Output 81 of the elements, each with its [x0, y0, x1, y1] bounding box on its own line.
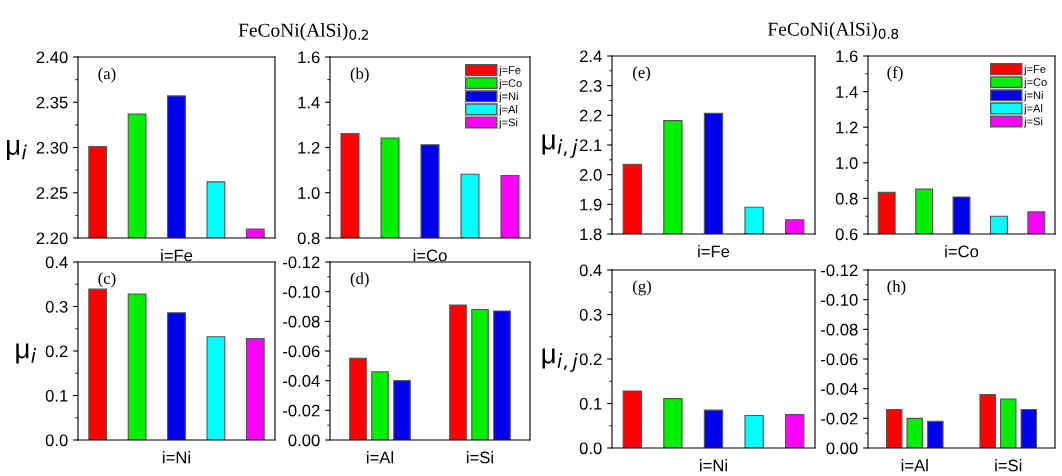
y-tick-label: 0.00: [288, 434, 320, 447]
x-tick-label: i=Ni: [700, 459, 727, 472]
y-tick-label: -0.10: [821, 294, 858, 306]
x-tick-label: i=Al: [366, 451, 394, 464]
y-tick-label: -0.04: [283, 375, 320, 387]
y-tick-label: 2.25: [36, 187, 68, 199]
legend-label: j=Al: [1023, 104, 1043, 115]
y-tick-label: 2.20: [36, 232, 68, 245]
y-tick-label: -0.02: [821, 412, 858, 425]
y-tick-label: 1.0: [298, 187, 320, 199]
y-tick-label: -0.04: [821, 383, 858, 395]
annotation: (e): [633, 66, 651, 82]
legend-label: j=Co: [1023, 77, 1047, 89]
y-tick-label: 0.3: [45, 300, 68, 313]
y-tick-label: 0.0: [45, 434, 68, 447]
y-tick-label: 0.4: [45, 256, 68, 269]
y-tick-label: 2.1: [579, 139, 602, 152]
y-tick-label: 2.2: [579, 109, 602, 122]
y-tick-label: -0.02: [283, 404, 320, 417]
y-tick-label: 2.4: [579, 50, 602, 63]
legend-label: j=Al: [498, 105, 518, 116]
y-tick-label: -0.08: [821, 323, 858, 336]
y-axis-title: μ$_{i}$: [7, 139, 27, 160]
y-tick-label: 1.6: [836, 50, 858, 63]
y-tick-label: 0.6: [835, 228, 858, 241]
y-tick-label: 2.35: [36, 96, 68, 109]
chart-title: FeCoNi(AlSi)$_{0.8}$: [767, 22, 899, 40]
annotation: (b): [350, 67, 369, 83]
legend-label: j=Ni: [1023, 91, 1043, 102]
y-tick-label: 2.0: [579, 169, 602, 181]
y-tick-label: 0.1: [579, 397, 602, 410]
y-axis-title: μ$_{i}$: [16, 343, 36, 364]
y-tick-label: -0.06: [821, 353, 858, 366]
legend-label: j=Fe: [1023, 64, 1046, 76]
y-tick-label: 1.2: [836, 121, 858, 134]
y-tick-label: 1.4: [836, 86, 858, 98]
y-tick-label: 0.00: [826, 442, 858, 455]
annotation: (h): [887, 280, 906, 296]
y-tick-label: -0.12: [821, 264, 858, 277]
y-axis-title: μ$_{i,j}$: [542, 348, 578, 372]
legend-label: j=Co: [498, 78, 522, 90]
y-tick-label: -0.10: [283, 286, 320, 298]
annotation: (f): [887, 66, 903, 82]
legend-label: j=Si: [498, 118, 518, 129]
annotation: (g): [633, 280, 651, 296]
x-tick-label: i=Ni: [163, 451, 190, 464]
x-tick-label: i=Fe: [161, 249, 193, 262]
y-tick-label: 1.0: [836, 157, 858, 169]
x-tick-label: i=Fe: [698, 245, 730, 258]
x-tick-label: i=Si: [995, 459, 1022, 472]
legend-label: j=Si: [1023, 117, 1043, 128]
y-tick-label: 0.3: [579, 308, 602, 321]
y-tick-label: 0.0: [579, 442, 602, 455]
y-tick-label: 2.3: [579, 80, 602, 92]
x-tick-label: i=Co: [413, 249, 447, 262]
y-tick-label: 0.8: [297, 232, 320, 245]
annotation: (c): [98, 272, 116, 288]
legend-label: j=Fe: [498, 65, 521, 77]
y-tick-label: 0.2: [45, 345, 68, 358]
annotation: (d): [350, 272, 369, 288]
y-tick-label: 1.8: [580, 228, 602, 241]
y-tick-label: 0.2: [579, 353, 602, 366]
y-axis-title: μ$_{i,j}$: [542, 134, 578, 158]
y-tick-label: 0.1: [45, 389, 68, 402]
annotation: (a): [98, 67, 116, 83]
x-tick-label: i=Si: [466, 451, 493, 464]
y-tick-label: 1.2: [298, 141, 320, 154]
y-tick-label: -0.08: [283, 315, 320, 328]
y-tick-label: 2.30: [36, 141, 68, 154]
chart-title: FeCoNi(AlSi)$_{0.2}$: [238, 23, 368, 41]
legend-label: j=Ni: [498, 92, 518, 103]
y-tick-label: 2.40: [36, 51, 68, 64]
y-tick-label: 1.4: [298, 96, 320, 109]
x-tick-label: i=Al: [901, 459, 928, 472]
y-tick-label: 1.6: [298, 51, 320, 64]
y-tick-label: -0.12: [283, 256, 320, 269]
y-tick-label: 0.4: [579, 264, 602, 277]
y-tick-label: 1.9: [580, 198, 602, 211]
y-tick-label: 0.8: [835, 192, 858, 205]
y-tick-label: -0.06: [283, 345, 320, 358]
x-tick-label: i=Co: [945, 245, 979, 258]
